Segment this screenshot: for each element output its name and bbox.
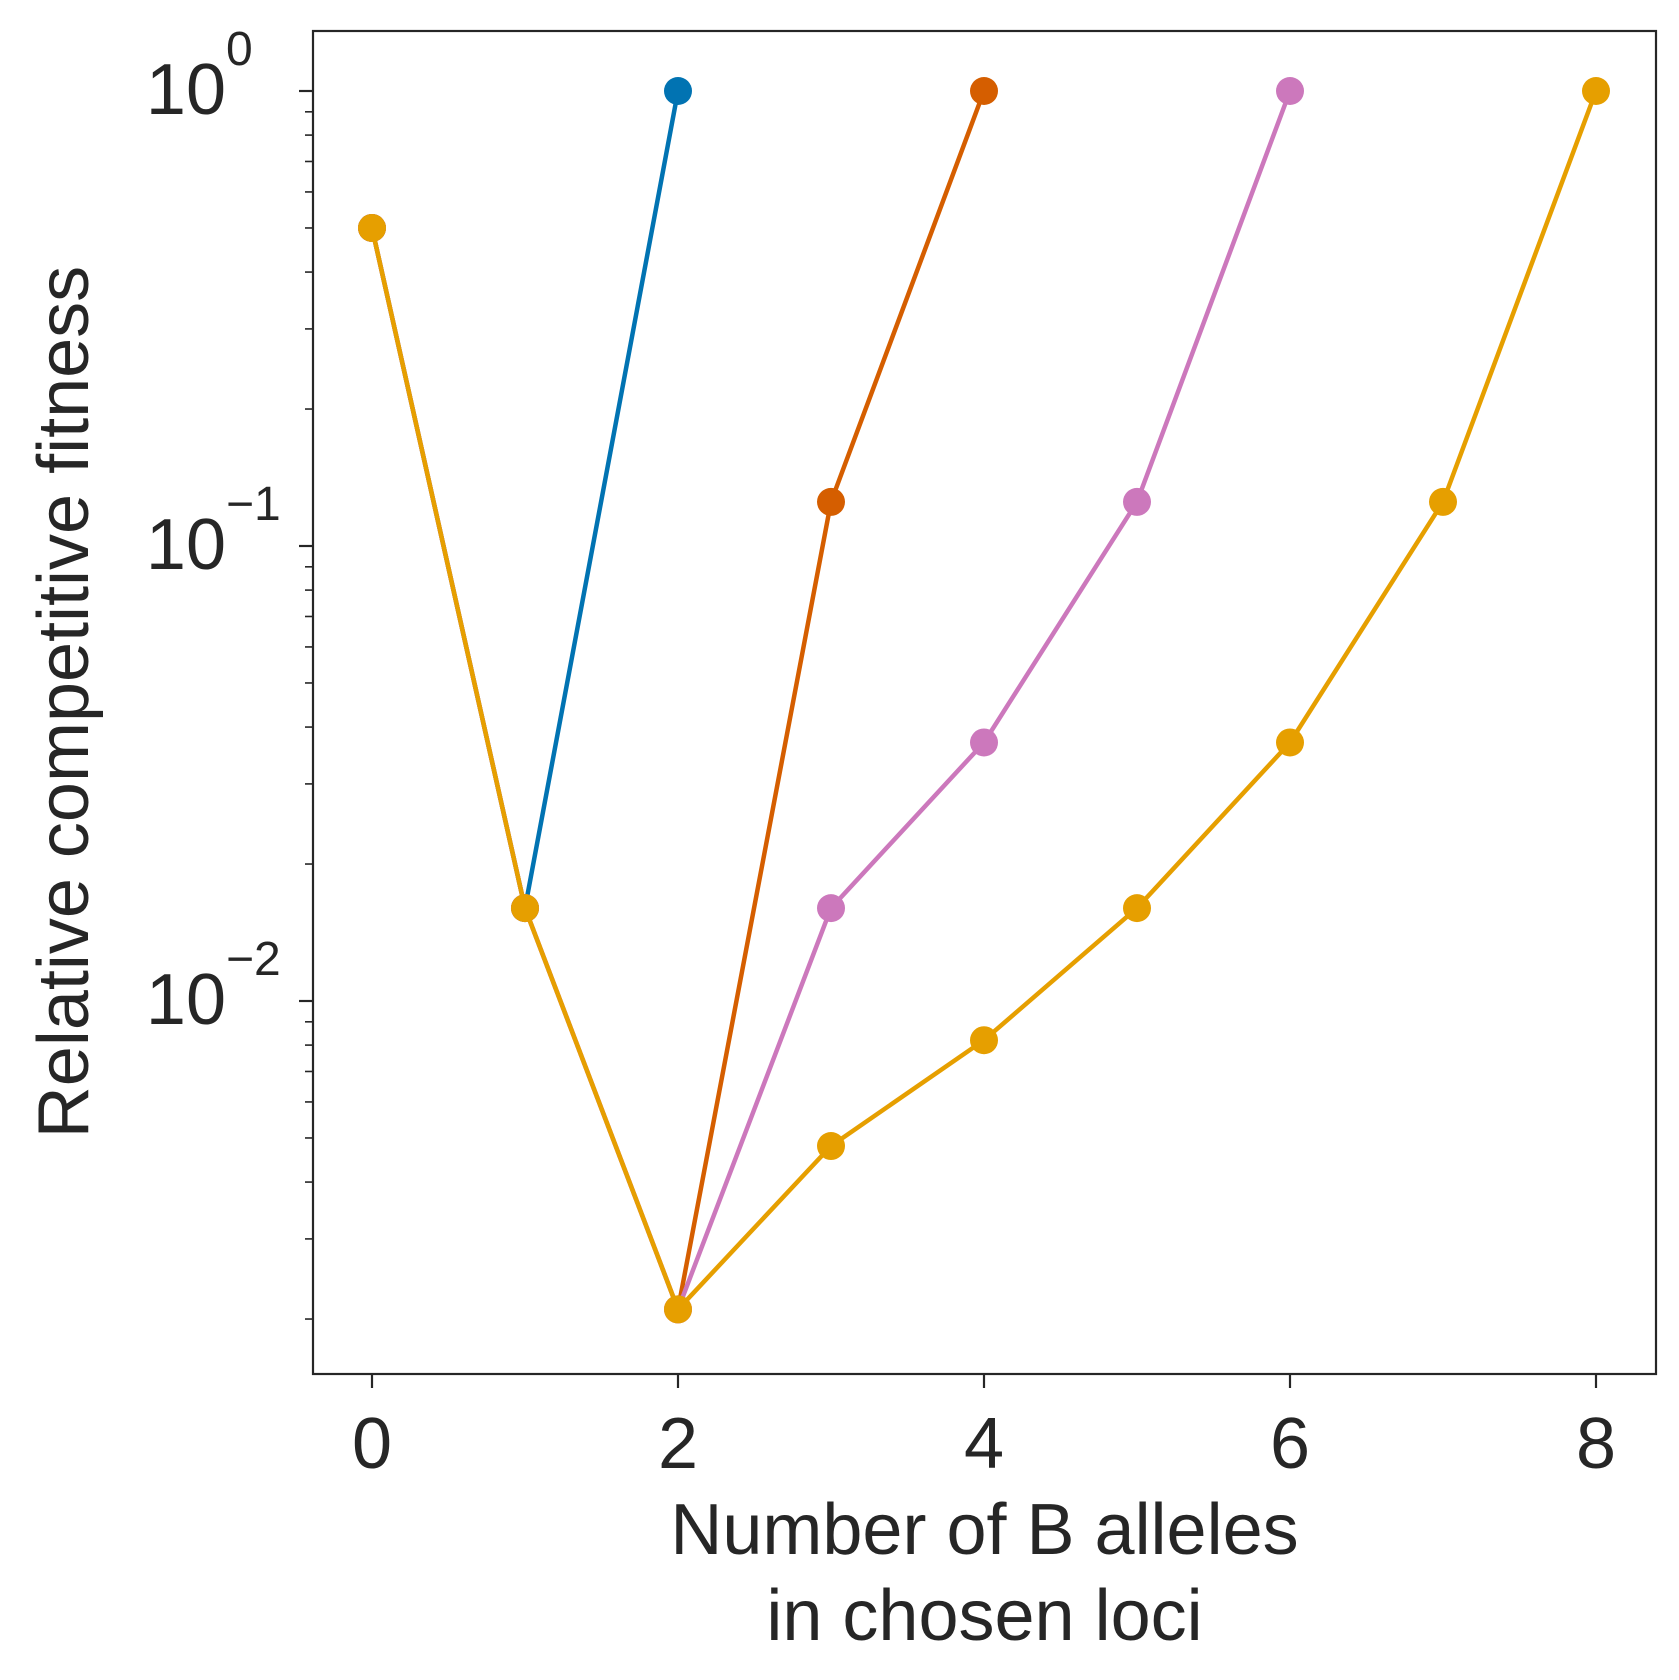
series-3-point-5 — [1123, 894, 1151, 923]
series-line-2 — [369, 90, 1293, 1312]
series-line-1 — [369, 90, 987, 1312]
series-layer — [358, 77, 1610, 1324]
series-0-point-2 — [664, 77, 692, 105]
x-tick-label-8: 8 — [1576, 1404, 1616, 1484]
x-tick-label-6: 6 — [1270, 1404, 1310, 1484]
y-tick-label-1: 10 — [146, 505, 226, 585]
y-tick-exponent-2: −2 — [226, 933, 281, 986]
plot-frame — [311, 29, 1658, 1376]
y-axis-title: Relative competitive fitness — [24, 266, 104, 1138]
series-3-point-2 — [664, 1295, 692, 1324]
series-2-point-5 — [1123, 487, 1151, 516]
series-3-point-3 — [817, 1132, 845, 1161]
series-3-point-6 — [1276, 728, 1304, 757]
x-axis-title-line1: Number of B alleles — [670, 1490, 1298, 1570]
series-line-3 — [369, 90, 1599, 1312]
series-1-point-3 — [817, 487, 845, 516]
y-tick-label-2: 10 — [146, 960, 226, 1040]
series-3-point-4 — [970, 1026, 998, 1055]
series-2-point-3 — [817, 894, 845, 923]
x-tick-label-0: 0 — [352, 1404, 392, 1484]
series-3-point-0 — [358, 213, 386, 242]
x-tick-label-2: 2 — [658, 1404, 698, 1484]
series-3-point-1 — [511, 894, 539, 923]
series-3-point-7 — [1429, 487, 1457, 516]
x-tick-label-4: 4 — [964, 1404, 1004, 1484]
series-3-point-8 — [1582, 77, 1610, 105]
series-1-point-4 — [970, 77, 998, 105]
y-tick-label-0: 10 — [146, 50, 226, 130]
y-tick-exponent-0: 0 — [226, 23, 253, 76]
y-tick-exponent-1: −1 — [226, 478, 281, 531]
series-2-point-4 — [970, 728, 998, 757]
x-axis-title-line2: in chosen loci — [766, 1576, 1202, 1656]
series-2-point-6 — [1276, 77, 1304, 105]
series-line-0 — [369, 90, 681, 911]
